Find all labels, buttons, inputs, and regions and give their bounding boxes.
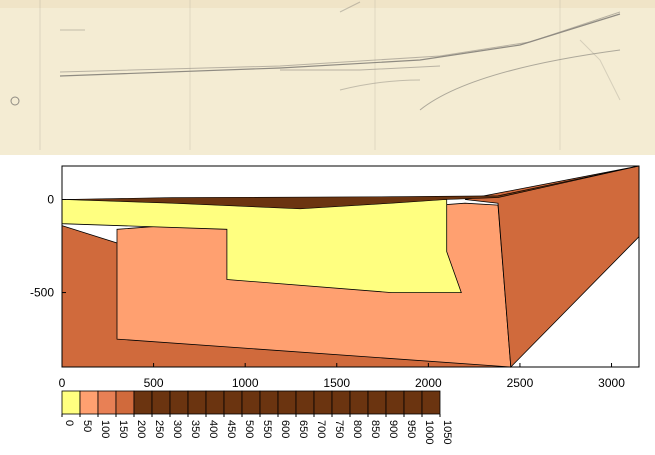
colorbar-cell	[223, 390, 243, 415]
x-tick-label: 500	[144, 376, 164, 390]
surface-band	[61, 165, 640, 210]
colorbar-cell	[241, 390, 261, 415]
colorbar-cell	[295, 390, 315, 415]
colorbar-label: 750	[333, 420, 345, 438]
x-tick-label: 1000	[232, 376, 259, 390]
colorbar-cell	[385, 390, 405, 415]
map-paper	[0, 0, 655, 155]
colorbar-label: 450	[225, 420, 237, 438]
colorbar-label: 1000	[423, 420, 435, 444]
colorbar-label: 650	[297, 420, 309, 438]
colorbar-label: 800	[351, 420, 363, 438]
colorbar-cell	[313, 390, 333, 415]
colorbar-cell	[349, 390, 369, 415]
colorbar-cell	[115, 390, 135, 415]
plot-frame	[61, 165, 640, 368]
y-tick-label: -500	[30, 286, 54, 300]
colorbar-cell	[61, 390, 81, 415]
colorbar-label: 300	[171, 420, 183, 438]
colorbar-label: 100	[99, 420, 111, 438]
colorbar-cell	[79, 390, 99, 415]
chart-svg: 0 500 1000 1500 2000 2500 3000 0 -500 0 50 100 150 20…	[30, 165, 640, 444]
colorbar-cell	[133, 390, 153, 415]
colorbar-label: 400	[207, 420, 219, 438]
colorbar-label: 850	[369, 420, 381, 438]
colorbar-label: 250	[153, 420, 165, 438]
colorbar-cell	[403, 390, 423, 415]
colorbar-label: 50	[81, 420, 93, 432]
geologic-cross-section-chart: 0 500 1000 1500 2000 2500 3000 0 -500 0 50 100 150 20…	[0, 155, 655, 450]
colorbar-cell	[97, 390, 117, 415]
map-linework	[39, 0, 621, 150]
colorbar-cell	[151, 390, 171, 415]
colorbar-label: 200	[135, 420, 147, 438]
map-north-symbol	[10, 96, 20, 106]
colorbar-label: 1050	[441, 420, 453, 444]
colorbar-label: 0	[63, 420, 75, 426]
x-tick-label: 3000	[598, 376, 625, 390]
y-tick-label: 0	[47, 193, 54, 207]
colorbar-cell	[367, 390, 387, 415]
colorbar-cell	[421, 390, 441, 415]
historical-map-photo	[0, 0, 655, 155]
colorbar-label: 900	[387, 420, 399, 438]
colorbar-cell	[259, 390, 279, 415]
colorbar-cell	[205, 390, 225, 415]
region-2	[61, 199, 462, 294]
region-3	[464, 165, 640, 368]
map-paper-edge	[0, 0, 655, 8]
colorbar-cell	[331, 390, 351, 415]
colorbar-cell	[277, 390, 297, 415]
colorbar-label: 350	[189, 420, 201, 438]
colorbar-label: 600	[279, 420, 291, 438]
colorbar-label: 500	[243, 420, 255, 438]
colorbar-cell	[169, 390, 189, 415]
colorbar-label: 550	[261, 420, 273, 438]
colorbar-label: 700	[315, 420, 327, 438]
colorbar-cell	[187, 390, 207, 415]
x-tick-label: 0	[59, 376, 66, 390]
colorbar-label: 150	[117, 420, 129, 438]
x-tick-label: 2500	[507, 376, 534, 390]
x-tick-label: 1500	[323, 376, 350, 390]
x-tick-label: 2000	[415, 376, 442, 390]
colorbar-label: 950	[405, 420, 417, 438]
